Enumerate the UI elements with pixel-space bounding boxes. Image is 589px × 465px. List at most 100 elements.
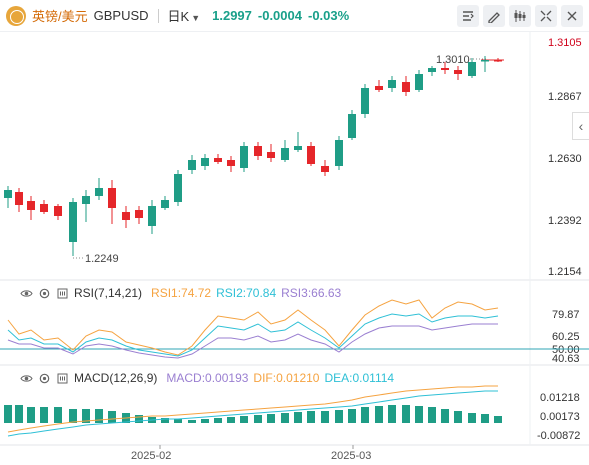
macd-bar (240, 416, 248, 423)
candle-body (307, 146, 315, 164)
y-tick: 1.2630 (548, 153, 582, 165)
chart-toolbar: 英镑/美元 GBPUSD 日K ▼ 1.2997 -0.0004 -0.03% (0, 0, 589, 32)
candle-body (454, 70, 462, 74)
candle-body (135, 210, 143, 218)
macd-bar (267, 414, 275, 423)
eye-icon[interactable] (20, 372, 33, 385)
indicator-settings-icon[interactable] (457, 5, 479, 27)
macd-bar (108, 411, 116, 423)
close-icon[interactable] (561, 5, 583, 27)
expand-icon[interactable] (535, 5, 557, 27)
gear-icon[interactable] (38, 287, 51, 300)
macd-bar (281, 413, 289, 423)
macd-bar (27, 407, 35, 423)
price-change-percent: -0.03% (307, 8, 350, 23)
macd-bar (122, 413, 130, 423)
macd-bar (135, 415, 143, 423)
macd-bar (335, 410, 343, 423)
dif-line (7, 385, 498, 433)
candle-body (375, 86, 383, 90)
macd-bar (348, 409, 356, 423)
y-tick: 1.2154 (548, 266, 582, 278)
candle-body (4, 190, 12, 198)
macd-bar (40, 407, 48, 423)
macd-bar (375, 406, 383, 423)
candle-body (415, 74, 423, 90)
price-change: -0.0004 (257, 8, 302, 23)
pair-name[interactable]: 英镑/美元 (32, 9, 88, 24)
candle-body (108, 188, 116, 208)
macd-bar (188, 420, 196, 423)
macd-bar (454, 411, 462, 423)
candle-body (54, 206, 62, 216)
macd-value: MACD:0.00193 (166, 371, 249, 385)
timeframe-selector[interactable]: 日K ▼ (168, 6, 201, 25)
chevron-left-icon: ‹ (578, 118, 584, 134)
macd-y-tick: 0.00173 (540, 411, 580, 423)
macd-header: MACD(12,26,9) MACD:0.00193 DIF:0.01210 D… (20, 371, 394, 385)
candle-body (122, 212, 130, 220)
macd-bar (82, 409, 90, 423)
macd-bar (201, 419, 209, 423)
candle-body (40, 204, 48, 212)
x-tick: 2025-03 (331, 450, 371, 462)
candle-body (240, 146, 248, 168)
rsi-header: RSI(7,14,21) RSI1:74.72 RSI2:70.84 RSI3:… (20, 286, 341, 300)
macd-bar (428, 407, 436, 423)
candle-body (428, 68, 436, 72)
macd-bar (361, 407, 369, 423)
eye-icon[interactable] (20, 287, 33, 300)
rsi-y-tick: 50.00 (552, 344, 580, 356)
macd-title: MACD(12,26,9) (74, 371, 158, 385)
rsi3-value: RSI3:66.63 (281, 286, 342, 300)
rsi2-line (7, 313, 499, 357)
x-tick: 2025-02 (131, 450, 171, 462)
candle-body (174, 174, 182, 202)
candle-body (468, 62, 476, 76)
macd-bar (15, 405, 23, 423)
rsi-y-tick: 40.63 (552, 353, 580, 365)
rsi3-line (7, 323, 498, 359)
macd-bar (388, 405, 396, 423)
macd-bar (321, 411, 329, 423)
dea-value: DEA:0.01114 (324, 371, 395, 385)
macd-bar (54, 407, 62, 423)
candle-body (201, 158, 209, 166)
macd-bar (494, 416, 502, 423)
dea-line (7, 390, 498, 437)
y-tick: 1.3105 (548, 37, 582, 49)
candle-body (388, 80, 396, 88)
macd-bar (69, 409, 77, 423)
y-tick: 1.2392 (548, 215, 582, 227)
toolbar-divider (157, 8, 159, 23)
rsi-title: RSI(7,14,21) (74, 286, 143, 300)
chevron-down-icon: ▼ (191, 13, 201, 23)
macd-bar (415, 406, 423, 423)
candle-body (294, 146, 302, 150)
draw-tools-icon[interactable] (483, 5, 505, 27)
chart-tools (457, 5, 583, 27)
candle-body (361, 88, 369, 114)
rsi-y-tick: 79.87 (552, 309, 580, 321)
macd-y-tick: -0.00872 (537, 430, 580, 442)
candle-body (227, 160, 235, 166)
gear-icon[interactable] (38, 372, 51, 385)
candle-body (254, 146, 262, 156)
candle-body (348, 114, 356, 138)
candle-body (494, 60, 502, 62)
candle-type-icon[interactable] (509, 5, 531, 27)
collapse-panel-button[interactable]: ‹ (572, 112, 589, 140)
delete-icon[interactable] (56, 372, 69, 385)
low-price-label: 1.2249 (85, 253, 119, 265)
candle-body (321, 166, 329, 172)
y-tick: 1.2867 (548, 91, 582, 103)
candle-body (69, 202, 77, 242)
macd-bar (95, 409, 103, 423)
candle-body (402, 82, 410, 92)
macd-bar (174, 419, 182, 423)
currency-coin-icon (6, 5, 26, 26)
rsi-y-tick: 60.25 (552, 331, 580, 343)
delete-icon[interactable] (56, 287, 69, 300)
macd-y-tick: 0.01218 (540, 392, 580, 404)
